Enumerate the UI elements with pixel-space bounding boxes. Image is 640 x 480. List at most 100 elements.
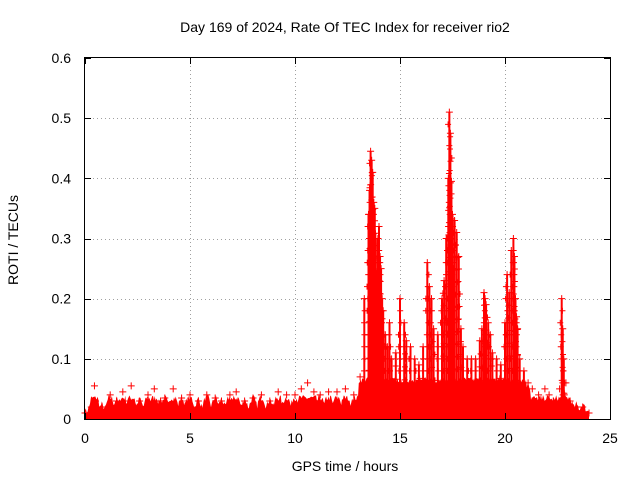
- data-point: [419, 367, 426, 374]
- data-point-peak: [370, 198, 378, 206]
- x-tick-label: 0: [81, 430, 89, 446]
- data-point-peak: [445, 108, 453, 116]
- data-point: [504, 340, 511, 347]
- y-tick-label: 0.2: [52, 291, 72, 307]
- data-point: [498, 402, 505, 409]
- data-point: [387, 343, 394, 350]
- data-point: [406, 367, 413, 374]
- data-point: [472, 391, 479, 398]
- data-point: [519, 379, 526, 386]
- data-point-peak: [218, 397, 225, 405]
- data-point-peak: [566, 397, 574, 405]
- data-point: [559, 351, 566, 358]
- data-point: [396, 403, 403, 410]
- data-point: [388, 379, 395, 386]
- data-point: [396, 367, 403, 374]
- data-point: [433, 391, 440, 398]
- data-point-peak: [350, 391, 358, 399]
- data-point: [455, 266, 462, 273]
- data-point: [502, 295, 509, 302]
- x-tick-label: 15: [392, 430, 408, 446]
- data-point-peak: [178, 394, 186, 402]
- data-point-peak: [368, 156, 376, 164]
- data-point: [502, 391, 509, 398]
- data-point-peak: [87, 403, 95, 411]
- data-point: [402, 331, 409, 338]
- data-point: [455, 316, 462, 323]
- axis-ticks: [85, 58, 611, 420]
- data-point: [510, 291, 517, 298]
- data-point: [439, 290, 446, 297]
- data-point-peak: [459, 343, 467, 351]
- data-point: [502, 343, 509, 350]
- data-point-peak: [98, 403, 106, 411]
- data-point: [521, 403, 528, 410]
- data-point-peak: [400, 319, 408, 327]
- data-point-peak: [486, 331, 494, 339]
- data-point: [429, 338, 436, 345]
- data-point: [401, 376, 408, 383]
- data-point: [379, 319, 386, 326]
- y-tick-label: 0: [63, 411, 71, 427]
- data-point: [405, 355, 412, 362]
- data-point: [510, 247, 517, 254]
- data-point: [459, 367, 466, 374]
- data-point-peak: [266, 397, 274, 405]
- y-tick-label: 0.1: [52, 351, 72, 367]
- data-point-peak: [378, 295, 386, 303]
- data-point-peak: [211, 394, 219, 402]
- data-point: [467, 403, 474, 410]
- data-point: [459, 391, 466, 398]
- data-point-peak: [113, 397, 120, 405]
- data-point: [514, 351, 521, 358]
- data-point: [429, 364, 436, 371]
- data-point-peak: [127, 382, 135, 390]
- data-point-peak: [559, 325, 567, 333]
- data-point: [452, 241, 459, 248]
- data-point-peak: [161, 394, 169, 402]
- x-tick-label: 5: [186, 430, 194, 446]
- data-point-peak: [157, 397, 165, 405]
- data-point-peak: [377, 265, 385, 273]
- data-point-peak: [379, 307, 387, 315]
- x-tick-labels: 0 5 10 15 20 25: [81, 430, 618, 446]
- data-point: [412, 391, 419, 398]
- y-tick-label: 0.5: [52, 110, 72, 126]
- data-point: [560, 367, 567, 374]
- data-points: [81, 108, 593, 419]
- data-point: [502, 283, 509, 290]
- data-point: [429, 307, 436, 314]
- data-point: [402, 402, 409, 409]
- data-point-peak: [386, 319, 393, 327]
- data-point: [498, 388, 505, 395]
- data-point: [377, 290, 384, 297]
- data-point: [454, 391, 461, 398]
- data-point-peak: [513, 313, 521, 321]
- data-point-peak: [549, 397, 557, 405]
- data-point: [408, 379, 415, 386]
- y-tick-label: 0.3: [52, 231, 72, 247]
- data-point: [410, 403, 417, 410]
- data-point-peak: [310, 388, 318, 396]
- data-point-peak: [509, 235, 517, 242]
- data-point-peak: [415, 361, 423, 369]
- data-point-peak: [184, 397, 192, 405]
- data-point-peak: [125, 397, 133, 405]
- data-point: [376, 247, 383, 254]
- data-point-peak: [325, 388, 333, 396]
- data-point: [425, 271, 432, 278]
- data-point-peak: [367, 147, 375, 155]
- data-point: [520, 391, 527, 398]
- data-point-peak: [451, 216, 459, 224]
- data-point-peak: [512, 295, 519, 303]
- data-point: [513, 377, 520, 384]
- data-point: [456, 291, 463, 298]
- data-point-peak: [472, 355, 480, 363]
- plot-frame: [84, 57, 611, 420]
- data-point-peak: [516, 355, 524, 363]
- data-point: [502, 331, 509, 338]
- data-point: [488, 363, 495, 370]
- data-point-peak: [484, 319, 492, 327]
- data-point: [377, 278, 384, 285]
- data-point: [493, 403, 500, 410]
